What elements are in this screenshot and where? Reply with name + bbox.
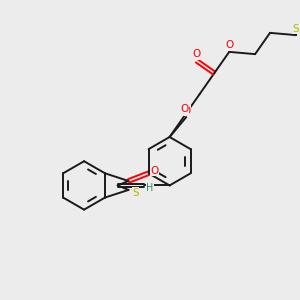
Text: O: O [225,40,233,50]
Text: S: S [132,188,139,198]
Text: H: H [146,183,154,194]
Text: O: O [182,106,190,116]
Text: O: O [193,50,201,59]
Text: O: O [180,104,189,114]
Text: S: S [292,24,299,34]
Text: O: O [151,166,159,176]
